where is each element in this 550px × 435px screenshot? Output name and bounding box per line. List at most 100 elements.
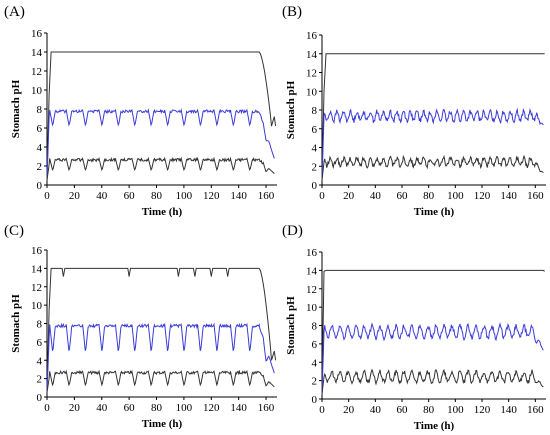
x-tick-label: 100 xyxy=(176,190,193,202)
y-tick-label: 10 xyxy=(306,86,318,98)
y-tick-label: 16 xyxy=(31,28,43,40)
x-tick-label: 160 xyxy=(527,404,544,416)
x-tick-label: 160 xyxy=(258,402,275,414)
y-tick-label: 12 xyxy=(31,282,42,294)
y-tick-label: 6 xyxy=(37,123,43,135)
series-line-1 xyxy=(321,269,545,395)
y-tick-label: 8 xyxy=(312,321,318,333)
x-tick-label: 140 xyxy=(230,402,247,414)
series-line-3 xyxy=(46,369,275,393)
x-tick-label: 60 xyxy=(124,402,136,414)
y-tick-label: 16 xyxy=(306,247,318,259)
x-axis-title: Time (h) xyxy=(142,206,183,218)
y-tick-label: 4 xyxy=(312,143,318,155)
x-tick-label: 60 xyxy=(397,404,409,416)
y-tick-label: 4 xyxy=(312,357,318,369)
series-line-1 xyxy=(46,51,277,181)
x-tick-label: 40 xyxy=(370,190,382,202)
y-tick-label: 14 xyxy=(306,265,318,277)
y-tick-label: 0 xyxy=(37,180,43,192)
x-tick-label: 20 xyxy=(343,404,355,416)
y-tick-label: 4 xyxy=(37,355,43,367)
x-tick-label: 40 xyxy=(96,190,108,202)
x-tick-label: 20 xyxy=(343,190,355,202)
x-tick-label: 100 xyxy=(176,402,193,414)
x-axis-title: Time (h) xyxy=(142,418,183,430)
y-tick-label: 8 xyxy=(37,104,43,116)
panel-label: (A) xyxy=(4,4,25,20)
x-tick-label: 120 xyxy=(203,402,220,414)
y-tick-label: 10 xyxy=(31,300,43,312)
y-tick-label: 16 xyxy=(306,30,318,42)
x-tick-label: 140 xyxy=(500,190,517,202)
x-tick-label: 120 xyxy=(203,190,220,202)
y-axis-title: Stomach pH xyxy=(10,294,22,353)
series-line-2 xyxy=(321,321,544,395)
x-tick-label: 80 xyxy=(151,190,163,202)
x-tick-label: 0 xyxy=(319,404,325,416)
x-tick-label: 80 xyxy=(151,402,163,414)
x-tick-label: 160 xyxy=(527,190,544,202)
y-tick-label: 6 xyxy=(312,339,318,351)
series-line-2 xyxy=(321,107,544,181)
y-tick-label: 10 xyxy=(31,85,43,97)
x-tick-label: 0 xyxy=(44,190,50,202)
y-tick-label: 12 xyxy=(306,284,317,296)
x-axis-title: Time (h) xyxy=(414,420,455,432)
x-tick-label: 160 xyxy=(258,190,275,202)
x-tick-label: 0 xyxy=(319,190,325,202)
y-tick-label: 0 xyxy=(312,180,318,192)
x-tick-label: 80 xyxy=(423,190,435,202)
x-tick-label: 60 xyxy=(397,190,409,202)
x-tick-label: 100 xyxy=(447,404,464,416)
series-line-3 xyxy=(321,368,544,395)
y-tick-label: 6 xyxy=(312,124,318,136)
y-tick-label: 14 xyxy=(306,49,318,61)
x-tick-label: 120 xyxy=(474,404,491,416)
y-axis-title: Stomach pH xyxy=(285,80,297,139)
y-tick-label: 2 xyxy=(37,374,43,386)
x-tick-label: 20 xyxy=(69,190,81,202)
x-tick-label: 120 xyxy=(474,190,491,202)
series-line-1 xyxy=(46,267,277,393)
y-tick-label: 4 xyxy=(37,142,43,154)
x-axis-title: Time (h) xyxy=(414,206,455,218)
series-line-2 xyxy=(46,108,275,181)
y-tick-label: 12 xyxy=(31,66,42,78)
y-tick-label: 2 xyxy=(312,376,318,388)
series-line-1 xyxy=(321,53,545,181)
x-tick-label: 80 xyxy=(423,404,435,416)
y-tick-label: 16 xyxy=(31,245,43,257)
y-axis-title: Stomach pH xyxy=(10,79,22,138)
x-tick-label: 40 xyxy=(370,404,382,416)
y-tick-label: 12 xyxy=(306,68,317,80)
x-tick-label: 60 xyxy=(124,190,136,202)
y-tick-label: 0 xyxy=(312,394,318,406)
x-tick-label: 40 xyxy=(96,402,108,414)
series-line-3 xyxy=(46,156,275,181)
y-tick-label: 14 xyxy=(31,47,43,59)
y-axis-title: Stomach pH xyxy=(285,296,297,355)
panel-label: (D) xyxy=(282,223,303,239)
y-tick-label: 10 xyxy=(306,302,318,314)
y-tick-label: 2 xyxy=(37,161,43,173)
y-tick-label: 8 xyxy=(312,105,318,117)
panel-label: (C) xyxy=(4,223,24,239)
x-tick-label: 140 xyxy=(500,404,517,416)
y-tick-label: 6 xyxy=(37,337,43,349)
y-tick-label: 8 xyxy=(37,319,43,331)
y-tick-label: 2 xyxy=(312,161,318,173)
x-tick-label: 100 xyxy=(447,190,464,202)
x-tick-label: 140 xyxy=(230,190,247,202)
y-tick-label: 0 xyxy=(37,392,43,404)
series-line-3 xyxy=(321,154,544,181)
x-tick-label: 20 xyxy=(69,402,81,414)
series-line-2 xyxy=(46,322,275,393)
x-tick-label: 0 xyxy=(44,402,50,414)
y-tick-label: 14 xyxy=(31,263,43,275)
